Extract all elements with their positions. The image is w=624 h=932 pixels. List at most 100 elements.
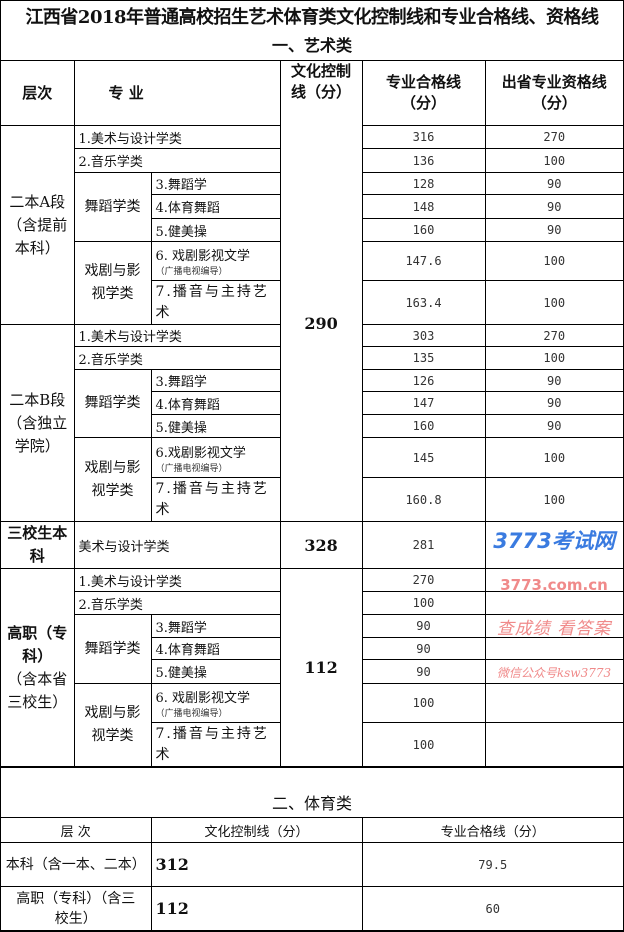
table-row: 舞蹈学类 3.舞蹈学 126 90 [1,369,624,438]
major-cell: 6.戏剧影视文学 （广播电视编导） [150,437,281,478]
group-cell: 戏剧与影视学类 [74,241,152,325]
out-cell: 270 [484,324,624,347]
culture-cell: 312 [150,842,363,887]
out-cell: 90 [484,172,624,195]
pro-cell: 60 [361,886,623,931]
out-cell: 100 [484,280,624,325]
table-row: 7.播音与主持艺术 100 [1,722,624,767]
pro-cell: 148 [361,194,486,219]
table-row: 2.音乐学类 135 100 [1,346,624,370]
pro-cell: 90 [361,614,486,638]
header-culture: 文化控制线（分） [150,817,363,843]
group-cell: 舞蹈学类 [74,369,152,438]
pro-cell: 281 [361,521,486,569]
major-cell: 5.健美操 [151,414,281,438]
major-cell: 1.美术与设计学类 [73,568,281,592]
table-row: 5.健美操 160 90 [1,218,624,242]
out-cell [484,521,624,569]
table-row: 5.健美操 160 90 [1,414,624,438]
pro-cell: 90 [361,637,486,660]
major-note: （广播电视编导） [155,267,228,277]
group-cell: 舞蹈学类 [74,614,152,684]
level-cell: 本科（含一本、二本） [1,842,152,887]
out-cell [484,614,624,638]
pro-cell: 126 [361,369,486,392]
sports-table: 层 次 文化控制线（分） 专业合格线（分） 本科（含一本、二本） 312 79.… [1,817,623,931]
table-row: 舞蹈学类 3.舞蹈学 90 [1,614,624,684]
header-out: 出省专业资格线（分） [484,60,624,126]
culture-cell: 328 [279,521,363,569]
pro-cell: 316 [361,125,486,149]
out-cell [484,722,624,767]
out-cell [484,637,624,660]
level-main: 高职（专科） [7,623,68,665]
table-row: 4.体育舞蹈 148 90 [1,194,624,219]
header-level: 层 次 [1,817,152,843]
pro-cell: 270 [361,568,486,592]
document-title: 江西省2018年普通高校招生艺术体育类文化控制线和专业合格线、资格线 [25,7,599,28]
header-pro: 专业合格线（分） [361,60,486,126]
table-row: 戏剧与影视学类 6.戏剧影视文学 （广播电视编导） 145 100 [1,437,624,522]
major-cell: 3.舞蹈学 [150,369,281,392]
major-note: （广播电视编导） [155,463,228,474]
out-cell [484,568,624,592]
pro-cell: 145 [361,437,486,478]
out-cell: 100 [484,148,624,173]
level-note: （含本省三校生） [7,669,68,711]
level-cell: 高职（专科） （含本省三校生） [1,568,75,767]
table-row: 4.体育舞蹈 90 [1,637,624,660]
table-row: 本科（含一本、二本） 312 79.5 [1,842,623,887]
header-major: 专 业 [73,60,281,126]
header-row: 层次 专 业 文化控制线（分） 专业合格线（分） 出省专业资格线（分） [1,60,624,126]
pro-cell: 136 [361,148,486,173]
table-row: 4.体育舞蹈 147 90 [1,391,624,415]
major-cell: 美术与设计学类 [73,521,281,569]
culture-cell: 112 [150,886,363,931]
pro-cell: 160 [361,218,486,242]
level-cell: 高职（专科）（含三校生） [1,886,152,931]
culture-cell: 112 [279,568,363,767]
table-row: 7.播音与主持艺术 160.8 100 [1,477,624,522]
pro-cell: 128 [361,172,486,195]
out-cell: 100 [484,477,624,522]
major-cell: 5.健美操 [151,659,281,684]
table-row: 5.健美操 90 [1,659,624,684]
out-cell [484,659,624,684]
table-row: 7.播音与主持艺术 163.4 100 [1,280,624,325]
major-cell: 1.美术与设计学类 [73,125,281,149]
major-name: 6. 戏剧影视文学 [155,249,251,264]
table-row: 三校生本科 美术与设计学类 328 281 [1,521,624,569]
pro-cell: 100 [361,683,486,723]
pro-cell: 147.6 [361,241,486,281]
out-cell: 100 [484,437,624,478]
major-cell: 2.音乐学类 [74,346,281,370]
major-cell: 7.播音与主持艺术 [151,477,281,522]
pro-cell: 147 [361,391,486,415]
out-cell: 90 [484,391,624,415]
major-cell: 4.体育舞蹈 [151,194,281,219]
table-row: 高职（专科） （含本省三校生） 1.美术与设计学类 112 270 [1,568,624,767]
pro-cell: 160.8 [361,477,486,522]
major-cell: 3.舞蹈学 [150,172,281,195]
table-row: 戏剧与影视学类 6. 戏剧影视文学 （广播电视编导） 100 [1,683,624,767]
table-row: 高职（专科）（含三校生） 112 60 [1,886,623,931]
section-title-sports: 二、体育类 [1,767,623,817]
culture-cell: 290 [279,125,363,522]
major-cell: 2.音乐学类 [74,591,281,615]
pro-cell: 90 [361,659,486,684]
group-cell: 戏剧与影视学类 [74,437,152,522]
table-row: 戏剧与影视学类 6. 戏剧影视文学 （广播电视编导） 147.6 100 [1,241,624,325]
out-cell: 90 [484,414,624,438]
out-cell: 270 [484,125,624,149]
major-cell: 2.音乐学类 [74,148,281,173]
pro-cell: 303 [361,324,486,347]
table-row: 舞蹈学类 3.舞蹈学 128 90 [1,172,624,242]
table-row: 二本B段（含独立学院） 1.美术与设计学类 303 270 [1,324,624,522]
major-cell: 6. 戏剧影视文学 （广播电视编导） [150,241,281,281]
pro-cell: 163.4 [361,280,486,325]
header-level: 层次 [1,60,75,126]
level-cell: 三校生本科 [1,521,75,569]
pro-cell: 100 [361,722,486,767]
major-name: 6. 戏剧影视文学 [155,691,251,706]
